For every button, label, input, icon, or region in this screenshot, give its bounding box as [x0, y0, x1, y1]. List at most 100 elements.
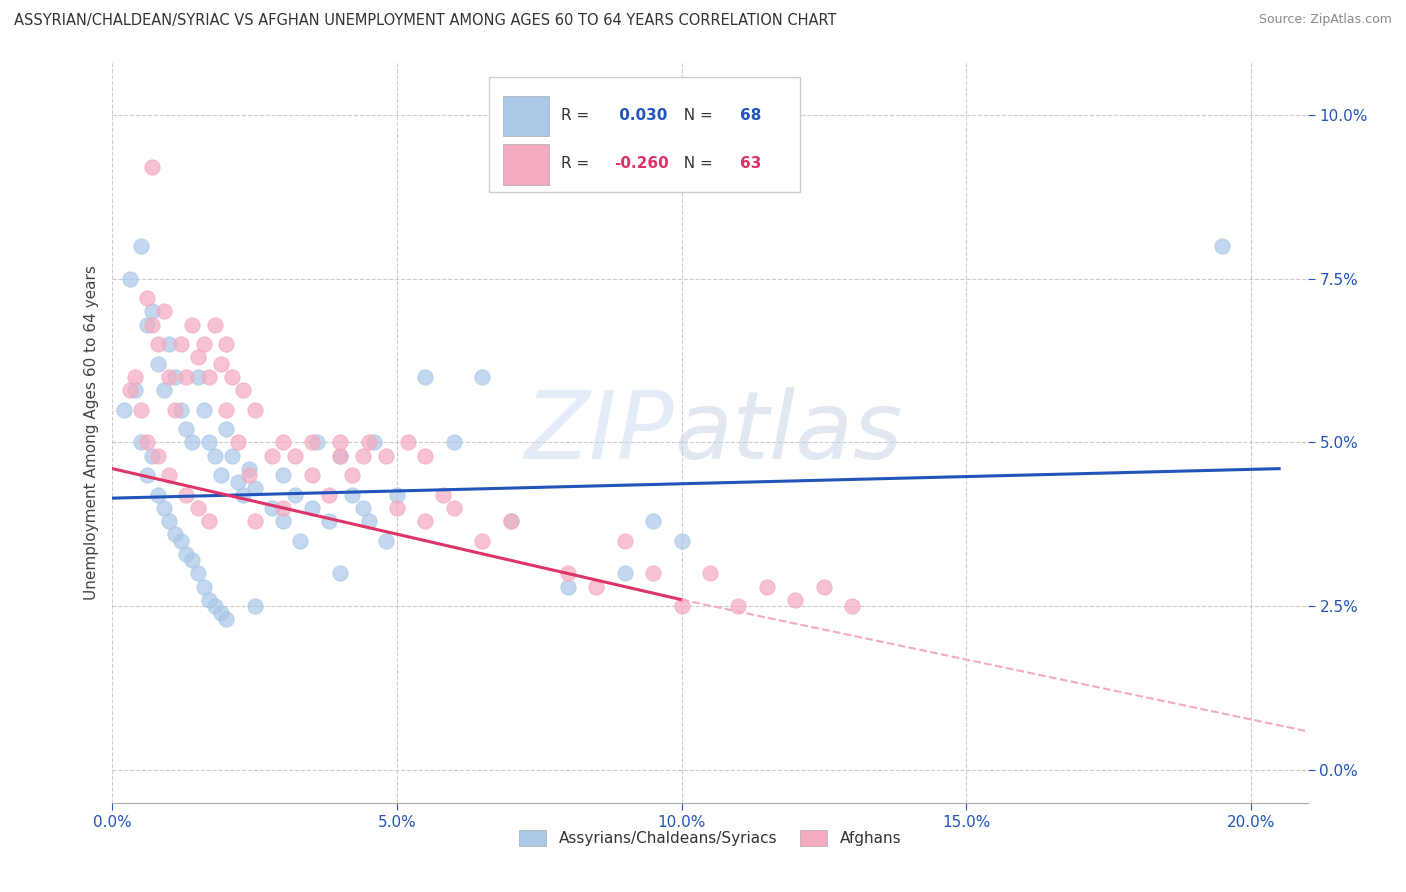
- Point: [209, 357, 232, 371]
- Point: [340, 488, 363, 502]
- Point: [329, 435, 352, 450]
- Point: [727, 599, 749, 614]
- Point: [238, 468, 260, 483]
- Point: [176, 370, 198, 384]
- Point: [129, 435, 152, 450]
- Point: [374, 533, 396, 548]
- Point: [415, 514, 437, 528]
- Point: [271, 514, 294, 528]
- Point: [221, 449, 243, 463]
- Point: [157, 337, 180, 351]
- Point: [181, 318, 204, 332]
- Point: [170, 402, 193, 417]
- Point: [112, 402, 135, 417]
- Point: [385, 488, 408, 502]
- Point: [415, 449, 437, 463]
- Point: [135, 318, 157, 332]
- Point: [290, 533, 312, 548]
- Point: [146, 337, 169, 351]
- Text: ZIP: ZIP: [524, 387, 675, 478]
- Point: [671, 533, 693, 548]
- FancyBboxPatch shape: [489, 78, 800, 192]
- FancyBboxPatch shape: [503, 144, 548, 185]
- Point: [157, 468, 180, 483]
- Point: [129, 402, 152, 417]
- Text: 63: 63: [740, 156, 761, 171]
- Point: [643, 514, 665, 528]
- Point: [146, 449, 169, 463]
- Point: [141, 161, 163, 175]
- Point: [284, 449, 307, 463]
- Point: [176, 422, 198, 436]
- Point: [135, 468, 157, 483]
- Point: [385, 500, 408, 515]
- Point: [260, 500, 283, 515]
- Text: ASSYRIAN/CHALDEAN/SYRIAC VS AFGHAN UNEMPLOYMENT AMONG AGES 60 TO 64 YEARS CORREL: ASSYRIAN/CHALDEAN/SYRIAC VS AFGHAN UNEMP…: [14, 13, 837, 29]
- Point: [329, 449, 352, 463]
- Point: [187, 566, 209, 581]
- Point: [329, 449, 352, 463]
- Point: [813, 580, 835, 594]
- Point: [204, 318, 226, 332]
- Point: [352, 449, 374, 463]
- Text: -0.260: -0.260: [614, 156, 669, 171]
- Point: [129, 239, 152, 253]
- Point: [357, 514, 380, 528]
- Point: [165, 402, 187, 417]
- FancyBboxPatch shape: [503, 95, 548, 136]
- Point: [232, 488, 254, 502]
- Point: [135, 291, 157, 305]
- Point: [146, 357, 169, 371]
- Point: [374, 449, 396, 463]
- Point: [165, 370, 187, 384]
- Point: [187, 351, 209, 365]
- Point: [1211, 239, 1233, 253]
- Text: N =: N =: [675, 108, 718, 123]
- Point: [124, 370, 146, 384]
- Point: [209, 468, 232, 483]
- Point: [557, 580, 579, 594]
- Point: [443, 500, 465, 515]
- Point: [209, 606, 232, 620]
- Point: [755, 580, 778, 594]
- Point: [699, 566, 721, 581]
- Text: 0.030: 0.030: [614, 108, 668, 123]
- Point: [170, 337, 193, 351]
- Point: [152, 500, 174, 515]
- Point: [146, 488, 169, 502]
- Point: [471, 370, 494, 384]
- Point: [643, 566, 665, 581]
- Text: N =: N =: [675, 156, 718, 171]
- Point: [271, 435, 294, 450]
- Point: [301, 500, 323, 515]
- Point: [193, 402, 215, 417]
- Point: [443, 435, 465, 450]
- Point: [352, 500, 374, 515]
- Point: [198, 435, 221, 450]
- Point: [671, 599, 693, 614]
- Point: [204, 449, 226, 463]
- Point: [157, 370, 180, 384]
- Point: [271, 468, 294, 483]
- Point: [243, 514, 266, 528]
- Point: [135, 435, 157, 450]
- Point: [499, 514, 522, 528]
- Point: [585, 580, 607, 594]
- Point: [226, 475, 249, 489]
- Point: [176, 488, 198, 502]
- Point: [193, 580, 215, 594]
- Point: [141, 304, 163, 318]
- Point: [318, 488, 340, 502]
- Text: R =: R =: [561, 108, 593, 123]
- Point: [260, 449, 283, 463]
- Point: [232, 383, 254, 397]
- Point: [613, 566, 636, 581]
- Legend: Assyrians/Chaldeans/Syriacs, Afghans: Assyrians/Chaldeans/Syriacs, Afghans: [506, 818, 914, 858]
- Point: [340, 468, 363, 483]
- Point: [613, 533, 636, 548]
- Point: [284, 488, 307, 502]
- Point: [215, 612, 238, 626]
- Point: [307, 435, 329, 450]
- Point: [141, 449, 163, 463]
- Point: [198, 592, 221, 607]
